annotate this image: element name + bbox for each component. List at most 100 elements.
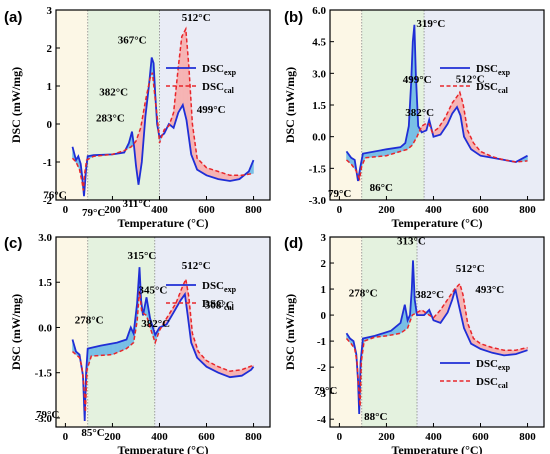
y-tick-label: 3.0 [312, 68, 326, 80]
x-tick-label: 400 [151, 204, 168, 216]
x-axis-title: Temperature (°C) [391, 216, 482, 230]
y-tick-label: -1.5 [35, 368, 53, 380]
peak-annotation: 382°C [99, 87, 128, 99]
y-tick-label: 6.0 [312, 5, 326, 17]
peak-annotation: 499°C [403, 74, 432, 86]
temperature-zone [154, 237, 270, 427]
peak-annotation: 315°C [127, 250, 156, 262]
y-tick-label: 0.0 [38, 322, 52, 334]
x-axis-title: Temperature (°C) [117, 443, 208, 454]
peak-annotation: 311°C [123, 198, 151, 210]
peak-annotation: 79°C [328, 188, 351, 200]
panel-label: (b) [284, 9, 303, 26]
y-tick-label: 3.0 [38, 232, 52, 244]
y-tick-label: 1 [321, 284, 327, 296]
temperature-zone [330, 237, 362, 427]
y-tick-label: 2 [47, 43, 53, 55]
peak-annotation: 76°C [43, 190, 66, 202]
x-tick-label: 200 [378, 431, 395, 443]
x-tick-label: 0 [63, 431, 69, 443]
peak-annotation: 319°C [416, 18, 445, 30]
peak-annotation: 367°C [118, 35, 147, 47]
y-tick-label: 1.5 [312, 100, 326, 112]
x-tick-label: 0 [337, 204, 343, 216]
y-axis-title: DSC (mW/mg) [9, 67, 23, 143]
peak-annotation: 512°C [182, 260, 211, 272]
y-axis-title: DSC (mW/mg) [9, 294, 23, 370]
peak-annotation: 278°C [349, 288, 378, 300]
x-tick-label: 200 [104, 204, 121, 216]
panel-b: 0 200 400 600 800 -3.0 -1.5 0.0 1.5 3.0 4.5 6.0 Temp… [283, 5, 545, 230]
y-axis-title: DSC (mW/mg) [283, 294, 297, 370]
panel-label: (c) [4, 235, 22, 252]
y-tick-label: -2 [317, 362, 327, 374]
y-tick-label: -3 [317, 388, 327, 400]
panel-label: (d) [284, 235, 303, 252]
peak-annotation: 382°C [141, 318, 170, 330]
x-axis-title: Temperature (°C) [117, 216, 208, 230]
x-tick-label: 600 [198, 431, 215, 443]
series-line-exp [71, 267, 255, 422]
y-tick-label: 3 [321, 232, 327, 244]
y-tick-label: -3.0 [309, 195, 327, 207]
peak-annotation: 86°C [370, 182, 393, 194]
x-tick-label: 400 [151, 431, 168, 443]
y-tick-label: 2 [321, 258, 327, 270]
peak-annotation: 508°C [205, 299, 234, 311]
y-axis-title: DSC (mW/mg) [283, 67, 297, 143]
x-tick-label: 400 [425, 431, 442, 443]
plot-frame [329, 236, 545, 428]
y-tick-label: -1 [317, 336, 326, 348]
peak-annotation: 79°C [314, 385, 337, 397]
temperature-zone [56, 237, 88, 427]
peak-annotation: 79°C [36, 409, 59, 421]
x-tick-label: 0 [63, 204, 69, 216]
series-line-exp [71, 57, 255, 197]
x-tick-label: 200 [104, 431, 121, 443]
peak-annotation: 88°C [364, 411, 387, 423]
y-tick-label: -3.0 [35, 413, 53, 425]
peak-annotation: 512°C [456, 263, 485, 275]
y-tick-label: 1 [47, 81, 53, 93]
x-tick-label: 800 [519, 431, 536, 443]
temperature-zone [417, 237, 544, 427]
y-tick-label: 3 [47, 5, 53, 17]
y-tick-label: -2 [43, 195, 53, 207]
series-line-cal [346, 90, 528, 182]
x-tick-label: 400 [425, 204, 442, 216]
panel-label: (a) [4, 9, 22, 26]
y-tick-label: -4 [317, 414, 327, 426]
y-tick-label: 1.5 [38, 277, 52, 289]
peak-annotation: 345°C [139, 284, 168, 296]
x-tick-label: 800 [519, 204, 536, 216]
series-line-cal [71, 26, 254, 191]
x-tick-label: 800 [245, 431, 262, 443]
y-tick-label: 0 [47, 119, 53, 131]
temperature-zone [87, 237, 155, 427]
y-tick-label: 0 [321, 310, 327, 322]
y-tick-label: 0.0 [312, 132, 326, 144]
peak-annotation: 512°C [182, 12, 211, 24]
peak-annotation: 85°C [81, 427, 104, 439]
peak-annotation: 493°C [475, 284, 504, 296]
peak-annotation: 79°C [82, 207, 105, 219]
temperature-zone [424, 10, 544, 200]
peak-annotation: 512°C [456, 73, 485, 85]
x-axis-title: Temperature (°C) [391, 443, 482, 454]
x-tick-label: 800 [245, 204, 262, 216]
x-tick-label: 0 [337, 431, 343, 443]
peak-annotation: 313°C [397, 235, 426, 247]
peak-annotation: 382°C [415, 289, 444, 301]
x-tick-label: 600 [472, 431, 489, 443]
peak-annotation: 278°C [75, 314, 104, 326]
temperature-zone [56, 10, 88, 200]
series-line-cal [72, 276, 254, 412]
series-line-exp [345, 24, 528, 182]
plot-frame [55, 9, 271, 201]
y-tick-label: -1.5 [309, 163, 327, 175]
peak-annotation: 499°C [197, 104, 226, 116]
x-tick-label: 600 [472, 204, 489, 216]
peak-annotation: 283°C [96, 113, 125, 125]
plot-frame [55, 236, 271, 428]
